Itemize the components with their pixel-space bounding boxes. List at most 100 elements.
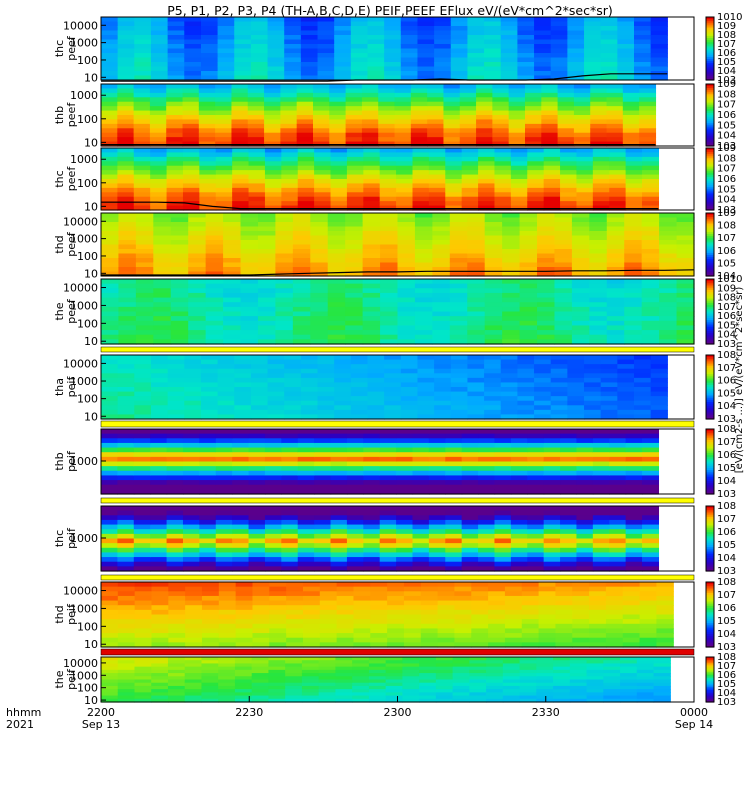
heatmap-cell [363,461,381,467]
heatmap-cell [590,119,608,125]
heatmap-cell [488,628,506,634]
heatmap-cell [502,231,521,237]
heatmap-cell [334,382,352,388]
heatmap-cell [257,288,277,294]
heatmap-cell [150,484,168,490]
colorbar-cell [706,27,714,31]
heatmap-cell [264,456,282,463]
heatmap-cell [624,262,643,268]
y-tick-label: 10 [84,410,98,423]
heatmap-cell [560,466,578,472]
heatmap-cell [560,524,578,530]
heatmap-cell [624,316,643,322]
colorbar-tick-label: 106 [717,527,736,538]
heatmap-cell [297,484,315,490]
heatmap-cell [510,519,528,526]
heatmap-cell [576,506,594,512]
heatmap-cell [434,44,452,50]
heatmap-cell [167,53,185,59]
heatmap-cell [537,302,556,308]
colorbar-cell [706,141,714,145]
heatmap-cell [576,543,594,549]
heatmap-cell [184,53,202,59]
heatmap-cell [380,288,399,294]
heatmap-cell [427,123,445,129]
heatmap-cell [184,359,202,365]
heatmap-cell [541,92,559,98]
heatmap-cell [560,566,578,572]
heatmap-cell [300,368,319,374]
heatmap-cell [286,586,304,592]
heatmap-cell [527,524,545,530]
heatmap-cell [494,442,512,449]
heatmap-cell [567,26,585,32]
heatmap-cell [218,676,236,681]
heatmap-cell [134,676,152,681]
heatmap-cell [370,642,388,648]
heatmap-cell [417,66,435,72]
colorbar-cell [706,158,714,161]
heatmap-cell [284,48,302,54]
colorbar-tick-label: 104 [717,195,736,206]
heatmap-cell [314,174,332,180]
heatmap-cell [153,288,172,294]
heatmap-cell [151,660,169,665]
heatmap-cell [275,240,294,246]
heatmap-cell [367,21,385,27]
heatmap-cell [184,689,203,693]
heatmap-cell [650,66,668,72]
heatmap-cell [521,591,540,597]
heatmap-cell [201,682,219,687]
heatmap-cell [488,642,506,648]
heatmap-cell [101,339,120,345]
heatmap-cell [285,669,303,674]
heatmap-cell [184,21,202,27]
heatmap-cell [534,391,552,397]
heatmap-cell [543,192,561,198]
heatmap-cell [634,364,652,370]
colorbar-cell [706,69,714,73]
heatmap-cell [218,666,236,671]
heatmap-cell [334,391,352,397]
heatmap-cell [625,475,643,481]
heatmap-cell [150,183,168,189]
heatmap-cell [184,17,202,23]
heatmap-cell [135,279,154,285]
heatmap-cell [584,400,602,406]
heatmap-cell [363,429,381,435]
heatmap-cell [555,591,573,597]
heatmap-cell [200,21,219,27]
heatmap-cell [135,339,154,345]
heatmap-cell [414,288,433,294]
heatmap-cell [101,106,118,112]
heatmap-cell [182,192,200,198]
heatmap-cell [517,391,535,397]
heatmap-cell [609,170,627,176]
heatmap-cell [543,174,561,180]
heatmap-cell [247,84,265,90]
heatmap-cell [314,442,332,449]
heatmap-cell [537,222,556,228]
heatmap-cell [135,306,154,313]
heatmap-cell [500,44,519,50]
heatmap-cell [617,26,635,32]
heatmap-cell [492,84,510,90]
heatmap-cell [385,689,403,693]
heatmap-cell [168,600,186,606]
y-tick-label: 100 [77,54,98,67]
heatmap-cell [361,106,379,112]
heatmap-cell [218,619,237,625]
heatmap-cell [609,174,627,180]
heatmap-cell [639,137,657,143]
heatmap-cell [484,26,502,32]
heatmap-cell [467,405,485,411]
heatmap-cell [450,66,469,72]
heatmap-cell [218,623,237,630]
heatmap-cell [659,253,678,259]
heatmap-cell [264,484,282,490]
heatmap-cell [634,414,652,420]
heatmap-cell [467,364,485,370]
heatmap-cell [500,396,519,402]
heatmap-cell [659,249,678,255]
